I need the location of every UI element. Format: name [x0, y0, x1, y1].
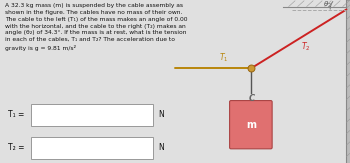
Text: T₂ =: T₂ =	[8, 143, 25, 152]
Text: N: N	[158, 143, 163, 152]
Text: N: N	[158, 110, 163, 119]
FancyBboxPatch shape	[230, 101, 272, 149]
Text: $T_1$: $T_1$	[219, 52, 229, 64]
Text: m: m	[246, 120, 256, 130]
Text: $\theta_2$: $\theta_2$	[323, 0, 332, 10]
FancyBboxPatch shape	[30, 137, 153, 159]
Text: T₁ =: T₁ =	[8, 110, 25, 119]
FancyBboxPatch shape	[30, 104, 153, 126]
Bar	[346, 0, 350, 163]
Text: C: C	[249, 94, 255, 103]
Text: A 32.3 kg mass (m) is suspended by the cable assembly as
shown in the figure. Th: A 32.3 kg mass (m) is suspended by the c…	[5, 3, 188, 51]
Text: $T_2$: $T_2$	[301, 41, 311, 53]
